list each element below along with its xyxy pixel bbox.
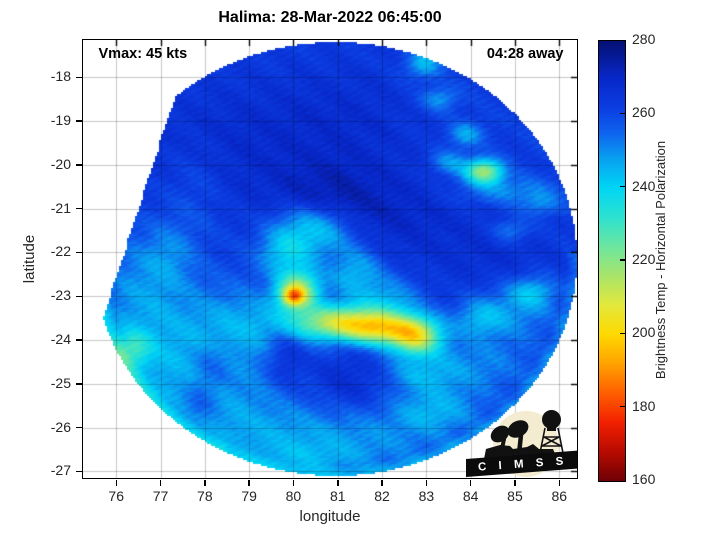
x-tick-label: 77 xyxy=(152,488,169,504)
plot-area: Vmax: 45 kts 04:28 away C I M S S xyxy=(81,38,578,479)
brightness-temp-map xyxy=(82,39,577,478)
y-tick-label: -26 xyxy=(50,418,71,435)
x-tick-mark xyxy=(425,479,428,486)
x-tick-label: 86 xyxy=(551,488,568,504)
x-tick-label: 81 xyxy=(329,488,346,504)
x-tick-mark xyxy=(292,479,295,486)
vmax-annotation: Vmax: 45 kts xyxy=(98,45,188,62)
x-tick-mark xyxy=(248,479,250,486)
x-axis-label: longitude xyxy=(299,508,361,525)
y-tick-label: -20 xyxy=(50,155,71,172)
x-tick-mark xyxy=(204,479,206,486)
y-tick-label: -25 xyxy=(50,374,71,391)
x-tick-label: 85 xyxy=(507,488,523,504)
y-axis-label: latitude xyxy=(21,234,38,284)
colorbar-gradient xyxy=(598,40,625,481)
x-tick-label: 80 xyxy=(285,488,302,504)
x-tick-label: 84 xyxy=(462,488,479,504)
colorbar xyxy=(597,39,626,482)
x-tick-label: 79 xyxy=(241,488,257,504)
logo-banner xyxy=(465,450,577,477)
time-remaining-annotation: 04:28 away xyxy=(486,45,564,62)
page-title: Halima: 28-Mar-2022 06:45:00 xyxy=(218,9,442,26)
y-tick-label: -21 xyxy=(50,199,71,216)
y-tick-label: -18 xyxy=(50,68,71,85)
y-tick-label: -24 xyxy=(50,331,71,348)
x-tick-label: 76 xyxy=(108,488,124,504)
y-tick-label: -19 xyxy=(50,112,71,129)
x-tick-mark xyxy=(469,479,472,486)
x-tick-mark xyxy=(337,479,339,486)
x-tick-mark xyxy=(514,479,516,486)
water-tower-tank xyxy=(541,409,561,429)
x-tick-mark xyxy=(159,479,162,486)
colorbar-label: Brightness Temp - Horizontal Polarizatio… xyxy=(653,140,668,380)
x-tick-mark xyxy=(558,479,561,486)
cimss-logo: C I M S S xyxy=(465,409,577,477)
x-tick-mark xyxy=(115,479,118,486)
x-tick-label: 83 xyxy=(418,488,435,504)
x-tick-mark xyxy=(381,479,383,486)
x-tick-label: 78 xyxy=(197,488,213,504)
x-tick-label: 82 xyxy=(374,488,390,504)
y-tick-label: -27 xyxy=(50,462,71,479)
satellite-dish-icon xyxy=(490,419,528,450)
